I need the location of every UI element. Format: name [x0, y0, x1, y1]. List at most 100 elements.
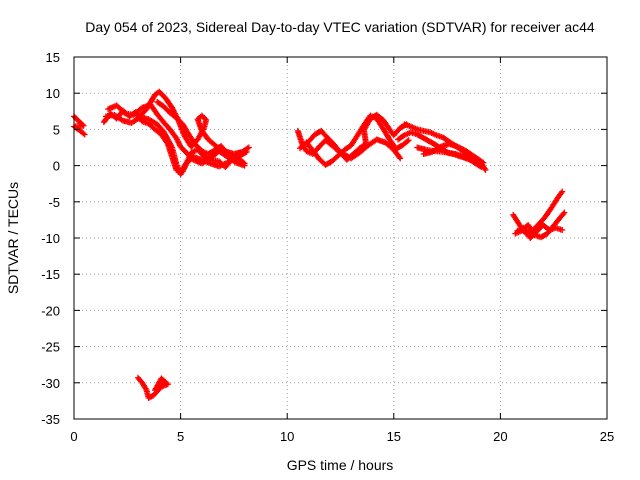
data-trace-segment: [72, 124, 81, 133]
data-trace-segment: [554, 225, 564, 233]
grid: [74, 57, 607, 419]
data-trace-segment: [180, 122, 192, 137]
data-trace-segment: [323, 158, 334, 168]
x-tick-label: 20: [493, 429, 507, 444]
data-trace-segment: [400, 138, 411, 148]
data-trace-segment: [163, 96, 175, 110]
data-point: [473, 160, 480, 167]
data-trace-segment: [174, 136, 183, 149]
data-trace-segment: [146, 121, 157, 132]
data-trace-segment: [361, 116, 373, 132]
data-point: [561, 209, 568, 216]
x-tick-label: 25: [600, 429, 614, 444]
data-point: [245, 144, 252, 151]
data-trace-segment: [136, 375, 145, 385]
data-point: [559, 227, 566, 234]
data-trace-segment: [428, 130, 438, 138]
data-trace-segment: [466, 156, 479, 166]
x-tick-label: 10: [280, 429, 294, 444]
data-trace-segment: [219, 144, 230, 157]
x-tick-label: 15: [387, 429, 401, 444]
axis-ticks: 0 5 10 15 20 25 15 10 5 0 -5 -10 -15 -20 -25 -30 -35: [41, 50, 614, 444]
data-trace-segment: [357, 143, 370, 155]
data-trace-segment: [304, 140, 315, 153]
data-trace-segment: [206, 137, 219, 149]
y-tick-label: -25: [41, 340, 60, 355]
data-trace-segment: [403, 130, 413, 138]
x-tick-label: 5: [177, 429, 184, 444]
data-trace-segment: [155, 112, 166, 124]
series-track-outlier: [134, 374, 171, 402]
data-trace-segment: [161, 129, 171, 142]
data-trace-segment: [516, 225, 526, 234]
y-tick-label: -30: [41, 376, 60, 391]
data-trace-segment: [551, 216, 563, 228]
data-trace-segment: [325, 136, 337, 147]
data-trace-segment: [409, 124, 419, 132]
data-trace-segment: [199, 113, 209, 122]
data-trace-segment: [435, 132, 445, 140]
data-trace-segment: [548, 225, 558, 233]
data-trace-segment: [153, 127, 164, 137]
data-trace-segment: [193, 142, 204, 154]
data-trace-segment: [391, 126, 403, 137]
data-trace-segment: [345, 152, 356, 162]
data-trace-segment: [543, 205, 554, 219]
data-trace-segment: [441, 135, 451, 144]
data-trace-segment: [556, 190, 565, 200]
data-trace-segment: [511, 213, 522, 227]
data-point: [241, 162, 248, 169]
data-trace-segment: [409, 129, 419, 137]
data-trace-segment: [380, 127, 392, 142]
data-trace-segment: [304, 148, 315, 157]
data-trace-segment: [381, 118, 392, 132]
data-trace-segment: [112, 112, 125, 123]
data-trace-segment: [310, 148, 322, 161]
data-trace-segment: [383, 140, 396, 152]
x-tick-label: 0: [70, 429, 77, 444]
data-trace-segment: [357, 141, 368, 151]
series-track-morning-e: [102, 111, 244, 178]
data-point: [482, 166, 489, 173]
data-trace-segment: [153, 380, 168, 393]
series-track-late-c: [514, 221, 566, 241]
data-trace-segment: [174, 115, 185, 127]
data-trace-segment: [319, 129, 330, 140]
data-trace-segment: [415, 132, 426, 141]
data-trace-segment: [558, 210, 567, 220]
data-point: [478, 164, 485, 171]
data-trace-segment: [144, 92, 158, 111]
data-trace-segment: [355, 123, 367, 137]
data-trace-segment: [196, 113, 204, 122]
data-point: [480, 159, 487, 166]
data-trace-segment: [77, 128, 87, 137]
data-trace-segment: [374, 116, 386, 131]
data-point: [237, 149, 244, 156]
data-trace-segment: [238, 149, 249, 158]
data-trace-segment: [343, 143, 353, 152]
data-trace-segment: [147, 393, 155, 401]
data-trace-segment: [206, 148, 217, 157]
y-tick-label: 10: [46, 86, 60, 101]
data-trace-segment: [147, 117, 159, 127]
data-trace-segment: [421, 135, 432, 144]
data-point: [405, 137, 412, 144]
data-trace-segment: [396, 133, 407, 142]
data-series: [71, 88, 568, 402]
data-trace-segment: [161, 104, 172, 115]
data-trace-segment: [167, 127, 179, 140]
data-trace-segment: [549, 195, 561, 210]
y-tick-label: -5: [48, 195, 60, 210]
data-trace-segment: [150, 389, 160, 398]
data-trace-segment: [232, 150, 243, 160]
data-trace-segment: [391, 147, 403, 161]
data-trace-segment: [332, 142, 343, 155]
data-point: [397, 155, 404, 162]
chart-title: Day 054 of 2023, Sidereal Day-to-day VTE…: [85, 19, 595, 35]
data-trace-segment: [351, 146, 362, 156]
data-trace-segment: [387, 127, 396, 137]
data-trace-segment: [225, 155, 236, 165]
data-trace-segment: [470, 153, 481, 162]
data-trace-segment: [477, 157, 485, 165]
